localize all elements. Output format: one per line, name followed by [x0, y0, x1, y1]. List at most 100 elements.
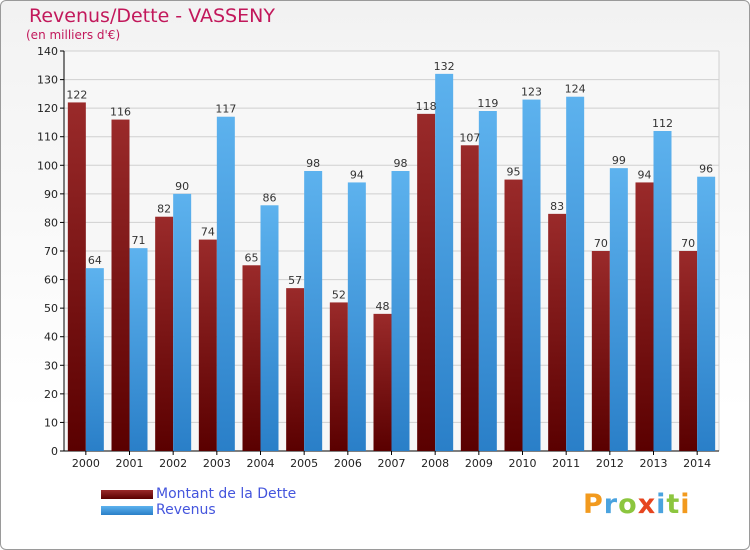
logo-letter: o	[618, 489, 638, 520]
y-tick-label: 30	[44, 359, 58, 372]
bar-revenus	[522, 99, 541, 452]
data-label-revenus: 132	[434, 60, 455, 73]
data-label-dette: 82	[157, 203, 171, 216]
bar-dette	[286, 288, 305, 451]
y-tick-label: 110	[37, 131, 58, 144]
x-tick-label: 2008	[421, 457, 449, 470]
bar-revenus	[653, 131, 672, 451]
data-label-dette: 122	[66, 88, 87, 101]
x-tick-label: 2007	[378, 457, 406, 470]
data-label-dette: 57	[288, 274, 302, 287]
data-label-revenus: 123	[521, 86, 542, 99]
bar-revenus	[697, 176, 716, 451]
bar-revenus	[85, 268, 104, 451]
data-label-dette: 83	[550, 200, 564, 213]
y-tick-label: 10	[44, 416, 58, 429]
bar-dette	[111, 119, 130, 452]
proxiti-logo: Proxiti	[583, 489, 691, 520]
y-tick-label: 130	[37, 74, 58, 87]
bar-dette	[635, 182, 654, 451]
bar-dette	[155, 216, 174, 451]
bar-dette	[591, 251, 610, 451]
legend-label-revenus: Revenus	[156, 502, 216, 518]
data-label-revenus: 71	[132, 234, 146, 247]
data-label-revenus: 112	[652, 117, 673, 130]
x-tick-label: 2013	[640, 457, 668, 470]
legend-label-dette: Montant de la Dette	[156, 486, 297, 502]
logo-letter: i	[656, 489, 667, 520]
bar-dette	[548, 213, 567, 451]
bar-dette	[460, 145, 479, 452]
data-label-dette: 74	[201, 226, 215, 239]
bar-revenus	[478, 111, 497, 451]
data-label-revenus: 124	[565, 83, 586, 96]
x-tick-label: 2003	[203, 457, 231, 470]
x-tick-label: 2012	[596, 457, 624, 470]
y-tick-label: 60	[44, 274, 58, 287]
bar-revenus	[304, 171, 323, 451]
y-tick-label: 0	[51, 445, 58, 458]
data-label-dette: 70	[681, 237, 695, 250]
data-label-revenus: 90	[175, 180, 189, 193]
x-tick-label: 2009	[465, 457, 493, 470]
data-label-revenus: 119	[477, 97, 498, 110]
data-label-dette: 107	[459, 131, 480, 144]
x-tick-label: 2001	[116, 457, 144, 470]
bar-revenus	[435, 73, 454, 451]
y-tick-label: 140	[37, 45, 58, 58]
x-tick-label: 2004	[247, 457, 275, 470]
bar-revenus	[129, 248, 148, 451]
data-label-revenus: 117	[215, 103, 236, 116]
data-label-revenus: 86	[263, 191, 277, 204]
data-label-revenus: 96	[699, 163, 713, 176]
bar-revenus	[609, 168, 628, 451]
logo-letter: P	[583, 489, 604, 520]
y-tick-label: 80	[44, 216, 58, 229]
y-tick-label: 100	[37, 159, 58, 172]
y-tick-label: 90	[44, 188, 58, 201]
data-label-dette: 65	[245, 251, 259, 264]
x-tick-label: 2000	[72, 457, 100, 470]
data-label-dette: 48	[376, 300, 390, 313]
data-label-revenus: 94	[350, 168, 364, 181]
data-label-revenus: 99	[612, 154, 626, 167]
bar-dette	[373, 313, 392, 451]
logo-letter: t	[666, 489, 681, 520]
data-label-dette: 94	[638, 168, 652, 181]
bar-dette	[504, 179, 523, 452]
y-tick-label: 40	[44, 331, 58, 344]
bar-revenus	[566, 96, 585, 451]
chart-title: Revenus/Dette - VASSENY	[29, 5, 275, 27]
bar-dette	[417, 113, 436, 451]
x-tick-label: 2010	[509, 457, 537, 470]
data-label-revenus: 98	[394, 157, 408, 170]
data-label-dette: 70	[594, 237, 608, 250]
data-label-dette: 95	[507, 166, 521, 179]
bar-revenus	[391, 171, 410, 451]
data-label-revenus: 64	[88, 254, 102, 267]
y-tick-label: 20	[44, 388, 58, 401]
x-tick-label: 2006	[334, 457, 362, 470]
bar-revenus	[216, 116, 235, 451]
logo-letter: r	[603, 489, 619, 520]
bar-dette	[679, 251, 698, 451]
bar-revenus	[260, 205, 279, 451]
bar-revenus	[347, 182, 366, 451]
x-tick-label: 2014	[683, 457, 711, 470]
bar-revenus	[173, 193, 192, 451]
legend-swatch-revenus	[101, 506, 153, 515]
logo-letter: x	[637, 489, 657, 520]
bar-dette	[198, 239, 217, 451]
y-tick-label: 50	[44, 302, 58, 315]
bar-dette	[67, 102, 86, 451]
x-tick-label: 2005	[290, 457, 318, 470]
x-tick-label: 2011	[552, 457, 580, 470]
logo-letter: i	[680, 489, 691, 520]
y-tick-label: 120	[37, 102, 58, 115]
data-label-dette: 118	[416, 100, 437, 113]
data-label-dette: 116	[110, 106, 131, 119]
legend-swatch-dette	[101, 490, 153, 499]
bar-dette	[242, 265, 261, 451]
